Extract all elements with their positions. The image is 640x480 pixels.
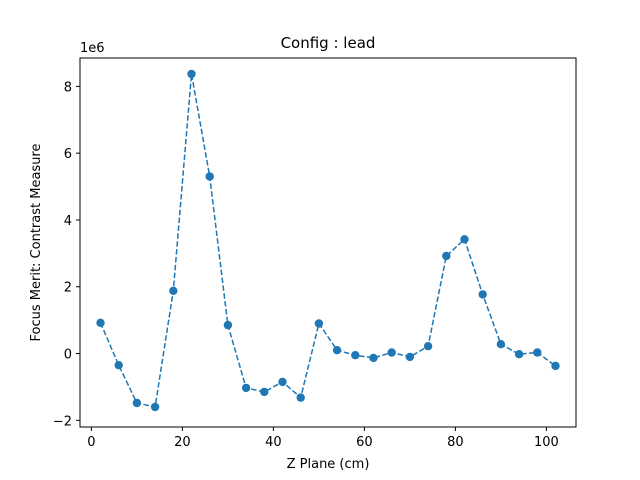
x-tick-label: 0	[87, 435, 95, 450]
y-tick-label: 2	[64, 281, 72, 296]
data-point	[205, 172, 214, 181]
y-axis: −2 0 2 4 6 8	[53, 80, 80, 429]
y-tick-label: 4	[64, 214, 72, 229]
data-point	[150, 402, 160, 412]
x-tick-label: 20	[174, 435, 191, 450]
x-axis: 0 20 40 60 80 100	[87, 427, 559, 450]
y-offset-label: 1e6	[80, 41, 105, 56]
axes-frame	[79, 57, 577, 428]
x-axis-label: Z Plane (cm)	[287, 457, 370, 472]
data-point	[369, 353, 378, 363]
data-point	[114, 361, 123, 370]
data-point	[387, 348, 396, 357]
data-point	[351, 351, 360, 360]
data-point	[460, 235, 469, 244]
plot-area	[96, 69, 560, 412]
y-axis-label: Focus Merit: Contrast Measure	[29, 144, 44, 342]
chart-title: Config : lead	[281, 34, 376, 52]
data-point	[223, 320, 233, 330]
data-point	[96, 318, 105, 327]
x-tick-label: 60	[356, 435, 373, 450]
data-point	[296, 393, 305, 402]
data-point	[278, 377, 287, 387]
y-tick-label: 6	[64, 147, 72, 162]
data-point	[169, 286, 178, 295]
data-point	[405, 352, 415, 362]
x-tick-label: 40	[265, 435, 282, 450]
data-point	[514, 350, 524, 359]
data-point	[260, 387, 269, 397]
data-point	[332, 346, 342, 355]
x-tick-label: 80	[447, 435, 464, 450]
y-tick-label: 0	[64, 348, 72, 363]
data-point	[132, 398, 142, 408]
data-point	[533, 348, 542, 357]
series-line	[99, 73, 556, 408]
data-point	[551, 361, 560, 371]
data-point	[496, 340, 506, 349]
x-tick-label: 100	[534, 435, 559, 450]
y-tick-label: 8	[64, 80, 72, 95]
data-point	[423, 342, 433, 351]
data-point	[241, 383, 251, 393]
data-point	[314, 319, 324, 328]
y-tick-label: −2	[53, 414, 72, 429]
data-point	[187, 69, 196, 79]
data-point	[478, 290, 487, 299]
data-point	[442, 251, 451, 261]
